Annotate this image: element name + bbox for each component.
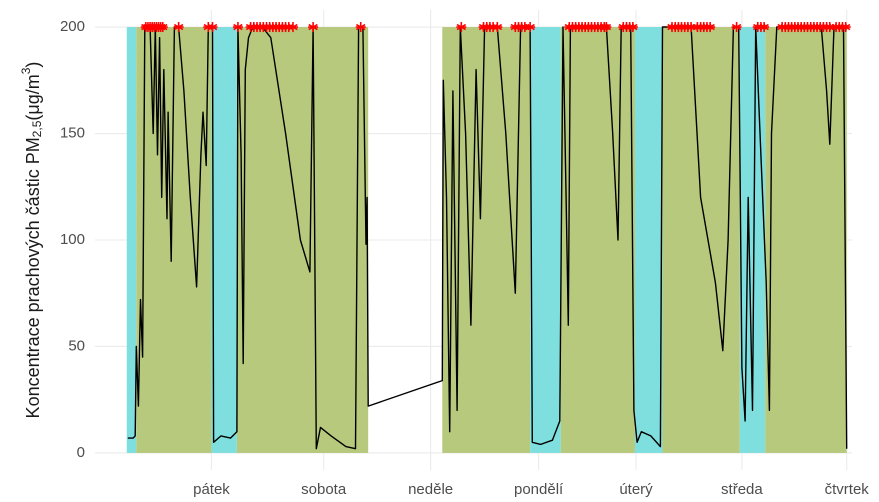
x-tick-label: pondělí [514,481,564,498]
background-band [634,27,663,453]
capped-marker [355,22,366,33]
capped-marker [232,22,243,33]
capped-marker [157,22,168,33]
y-axis-label: Koncentrace prachových částic PM2,5(μg/m… [19,62,44,419]
background-band [236,27,369,453]
y-label-sup: 3 [19,67,33,74]
capped-marker [627,22,638,33]
y-tick-label: 100 [60,231,85,248]
x-tick-label: úterý [619,481,653,498]
y-label-sub: 2,5 [30,120,44,137]
capped-marker [759,22,770,33]
y-label-unit: (μg/m [23,74,43,120]
capped-marker [705,22,716,33]
y-tick-label: 0 [77,444,85,461]
background-band [211,27,237,453]
capped-marker [287,22,298,33]
capped-marker [308,22,319,33]
background-band [765,27,847,453]
capped-marker [840,22,851,33]
capped-marker [731,22,742,33]
y-label-close: ) [23,62,43,68]
capped-marker [601,22,612,33]
y-tick-label: 150 [60,124,85,141]
y-label-main: Koncentrace prachových částic PM [23,137,43,418]
capped-marker [456,22,467,33]
capped-marker [207,22,218,33]
x-tick-label: čtvrtek [825,481,870,498]
y-tick-label: 200 [60,18,85,35]
x-tick-label: sobota [301,481,347,498]
capped-marker [492,22,503,33]
background-band [662,27,740,453]
capped-marker [525,22,536,33]
background-band [530,27,561,453]
background-band [560,27,635,453]
y-tick-label: 50 [68,337,85,354]
x-tick-label: neděle [408,481,453,498]
background-band [126,27,137,453]
x-tick-label: pátek [193,481,230,498]
capped-marker [173,22,184,33]
x-tick-label: středa [721,481,763,498]
